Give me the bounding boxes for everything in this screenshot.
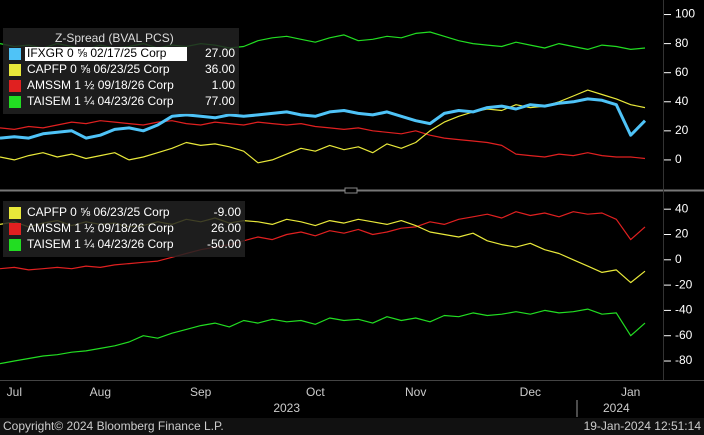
y-tick-label: -80 [675, 353, 693, 367]
legend-value: 36.00 [205, 62, 235, 76]
legend-label: CAPFP 0 ⅝ 06/23/25 Corp [27, 62, 170, 76]
legend-value: 27.00 [205, 46, 235, 60]
copyright: Copyright© 2024 Bloomberg Finance L.P. [3, 419, 224, 433]
legend-swatch [9, 207, 21, 219]
y-tick-label: 60 [675, 65, 689, 79]
legend-label: CAPFP 0 ⅝ 06/23/25 Corp [27, 205, 170, 219]
legend-swatch [9, 80, 21, 92]
legend-label: AMSSM 1 ½ 09/18/26 Corp [27, 78, 174, 92]
y-tick-label: -60 [675, 328, 693, 342]
y-tick-label: -20 [675, 277, 693, 291]
y-tick-label: 40 [675, 94, 689, 108]
y-tick-label: 80 [675, 36, 689, 50]
legend-label: TAISEM 1 ¼ 04/23/26 Corp [27, 94, 174, 108]
legend-swatch [9, 223, 21, 235]
timestamp: 19-Jan-2024 12:51:14 [584, 419, 702, 433]
series-line [0, 308, 646, 365]
legend-swatch [9, 64, 21, 76]
legend-label: AMSSM 1 ½ 09/18/26 Corp [27, 221, 174, 235]
x-tick-label: Aug [90, 385, 111, 399]
x-tick-label: Oct [306, 385, 325, 399]
series-line [0, 120, 646, 160]
footer-bar [0, 418, 704, 435]
legend-swatch [9, 48, 21, 60]
series-line [0, 97, 647, 140]
legend-value: -9.00 [214, 205, 242, 219]
series-line [0, 211, 646, 271]
legend-label: IFXGR 0 ⅝ 02/17/25 Corp [27, 46, 167, 60]
chart-title: Z-Spread (BVAL PCS) [55, 31, 174, 45]
legend-value: 1.00 [212, 78, 236, 92]
y-tick-label: -40 [675, 303, 693, 317]
legend-box [3, 28, 239, 114]
legend-box [3, 201, 245, 257]
y-tick-label: 20 [675, 123, 689, 137]
year-label: 2023 [273, 401, 300, 415]
legend-value: 26.00 [211, 221, 241, 235]
y-tick-label: 0 [675, 252, 682, 266]
legend-label: TAISEM 1 ¼ 04/23/26 Corp [27, 237, 174, 251]
legend-swatch [9, 239, 21, 251]
x-tick-label: Jul [7, 385, 22, 399]
divider-handle [344, 187, 358, 194]
legend-highlight [25, 47, 187, 61]
x-tick-label: Dec [520, 385, 541, 399]
legend-value: 77.00 [205, 94, 235, 108]
y-tick-label: 20 [675, 227, 689, 241]
y-tick-label: 100 [675, 7, 695, 21]
x-tick-label: Sep [190, 385, 212, 399]
y-tick-label: 0 [675, 152, 682, 166]
legend-value: -50.00 [207, 237, 241, 251]
legend-swatch [9, 96, 21, 108]
y-tick-label: 40 [675, 201, 689, 215]
x-tick-label: Jan [621, 385, 640, 399]
year-label: 2024 [603, 401, 630, 415]
x-tick-label: Nov [405, 385, 426, 399]
